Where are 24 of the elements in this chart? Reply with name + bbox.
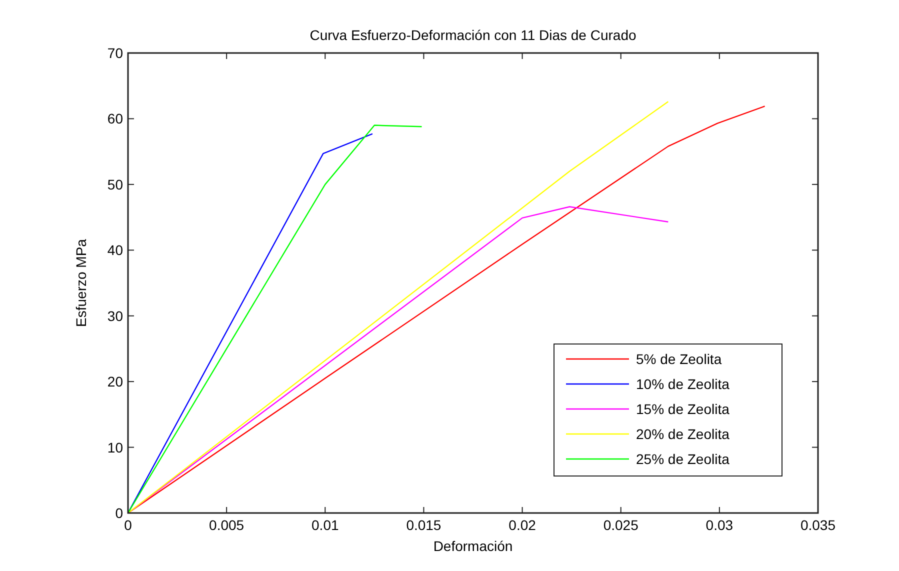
y-tick-label: 40 bbox=[107, 242, 124, 258]
x-tick-label: 0.03 bbox=[706, 517, 734, 533]
y-tick-label: 20 bbox=[107, 374, 124, 390]
legend-label: 20% de Zeolita bbox=[636, 426, 730, 442]
x-axis-title: Deformación bbox=[433, 538, 513, 554]
y-tick-label: 30 bbox=[107, 308, 124, 324]
y-tick-label: 60 bbox=[107, 110, 124, 127]
legend-label: 5% de Zeolita bbox=[636, 351, 722, 367]
x-tick-label: 0.015 bbox=[406, 517, 442, 533]
x-tick-label: 0.01 bbox=[312, 517, 339, 533]
y-tick-label: 50 bbox=[107, 176, 124, 192]
y-tick-label: 0 bbox=[115, 505, 124, 521]
y-tick-label: 10 bbox=[107, 439, 124, 456]
legend-label: 25% de Zeolita bbox=[636, 451, 730, 467]
line-series bbox=[127, 124, 422, 514]
legend-label: 15% de Zeolita bbox=[636, 401, 730, 417]
x-tick-label: 0.02 bbox=[508, 517, 536, 533]
x-tick-label: 0.005 bbox=[209, 517, 244, 533]
legend-label: 10% de Zeolita bbox=[636, 376, 730, 392]
x-tick-label: 0.025 bbox=[603, 517, 639, 533]
x-tick-label: 0.035 bbox=[800, 517, 836, 533]
y-axis-title: Esfuerzo MPa bbox=[73, 238, 89, 327]
y-tick-label: 70 bbox=[107, 45, 124, 61]
chart-title: Curva Esfuerzo-Deformación con 11 Dias de Curado bbox=[310, 27, 636, 43]
